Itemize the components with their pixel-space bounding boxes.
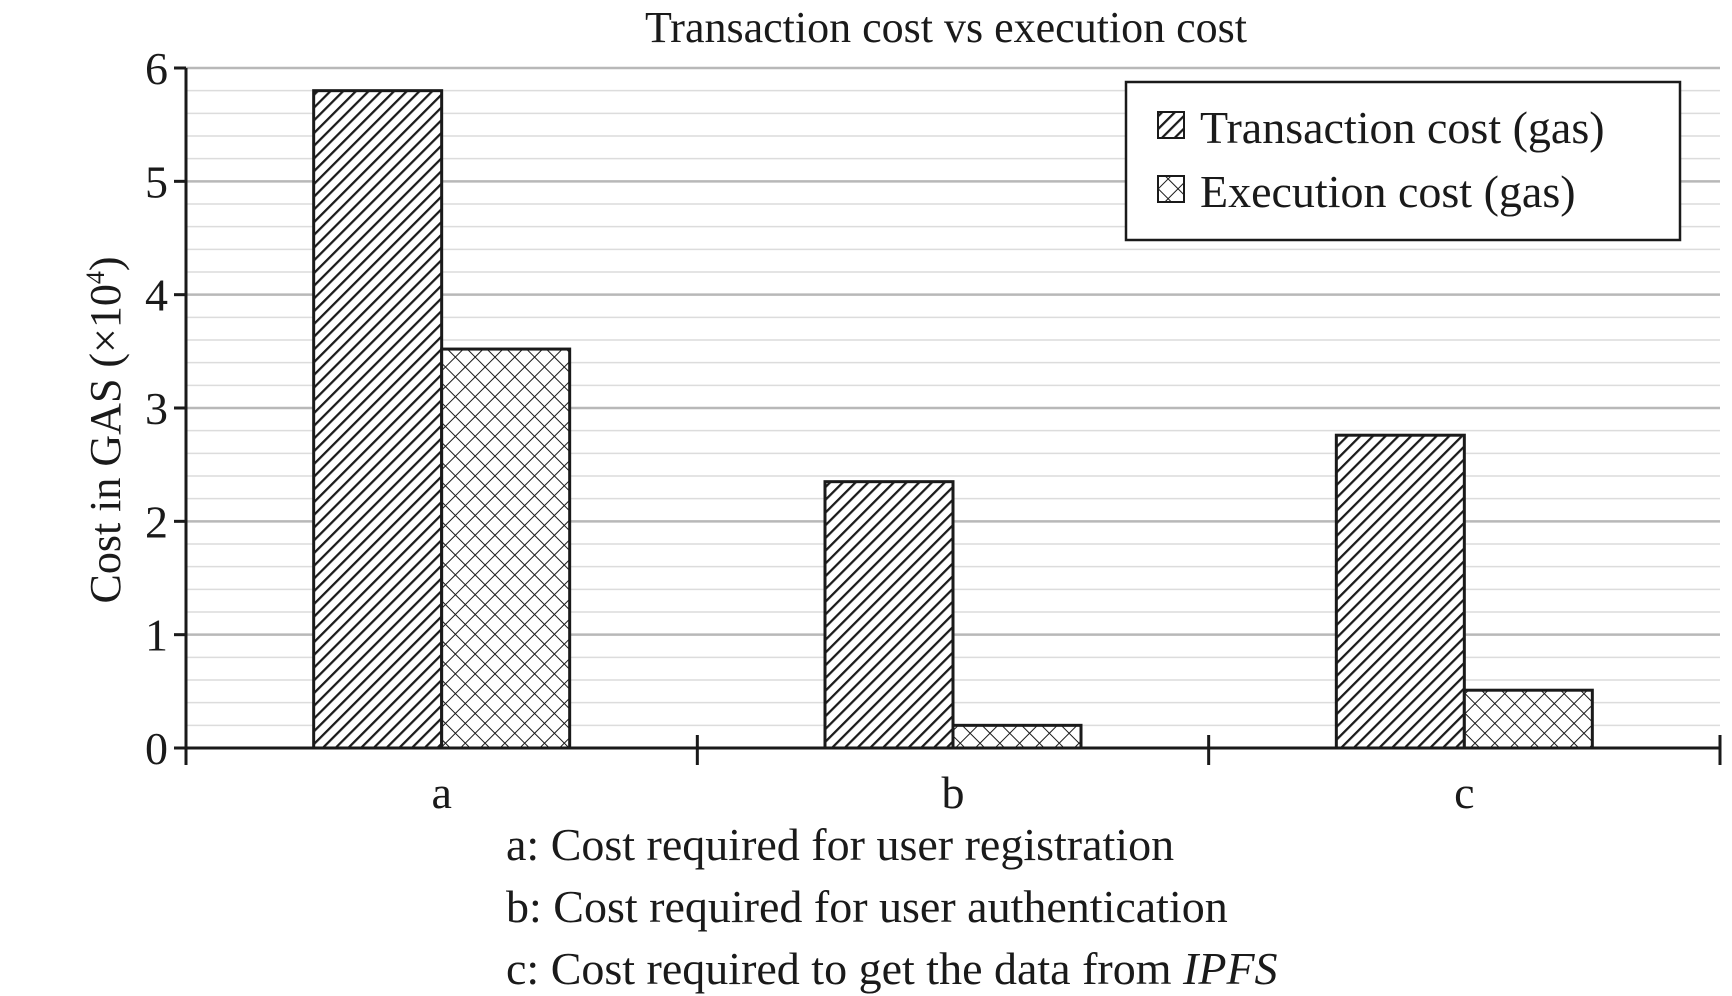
- y-axis-label: Cost in GAS (×104): [81, 256, 130, 603]
- legend-swatch-transaction: [1157, 111, 1185, 139]
- y-tick-label: 6: [145, 43, 168, 94]
- note-c: c: Cost required to get the data from IP…: [506, 943, 1278, 994]
- x-tick-label-b: b: [942, 767, 965, 818]
- y-tick-label: 3: [145, 383, 168, 434]
- bar-a-execution: [440, 347, 572, 750]
- bar-a-transaction: [312, 89, 444, 750]
- bar-b-transaction: [823, 480, 955, 750]
- y-tick-label: 4: [145, 270, 168, 321]
- bar-b-execution: [951, 723, 1083, 750]
- note-a: a: Cost required for user registration: [506, 819, 1174, 870]
- legend-label-transaction: Transaction cost (gas): [1200, 102, 1605, 153]
- y-tick-labels: 0 1 2 3 4 5 6: [145, 43, 168, 774]
- legend-label-execution: Execution cost (gas): [1200, 166, 1576, 217]
- bars: [312, 89, 1594, 750]
- y-tick-label: 5: [145, 156, 168, 207]
- legend: Transaction cost (gas) Execution cost (g…: [1124, 80, 1682, 242]
- bar-c-execution: [1462, 688, 1594, 750]
- legend-swatch-execution: [1157, 175, 1185, 203]
- legend-frame: [1124, 80, 1682, 242]
- x-tick-label-a: a: [431, 767, 451, 818]
- category-notes: a: Cost required for user registration b…: [506, 819, 1278, 994]
- y-tick-label: 2: [145, 496, 168, 547]
- note-b: b: Cost required for user authentication: [506, 881, 1228, 932]
- chart-title: Transaction cost vs execution cost: [645, 3, 1247, 52]
- axes: [174, 66, 1722, 765]
- y-tick-label: 0: [145, 723, 168, 774]
- x-tick-labels: a b c: [431, 767, 1474, 818]
- bar-c-transaction: [1334, 433, 1466, 750]
- y-tick-label: 1: [145, 610, 168, 661]
- x-tick-label-c: c: [1454, 767, 1474, 818]
